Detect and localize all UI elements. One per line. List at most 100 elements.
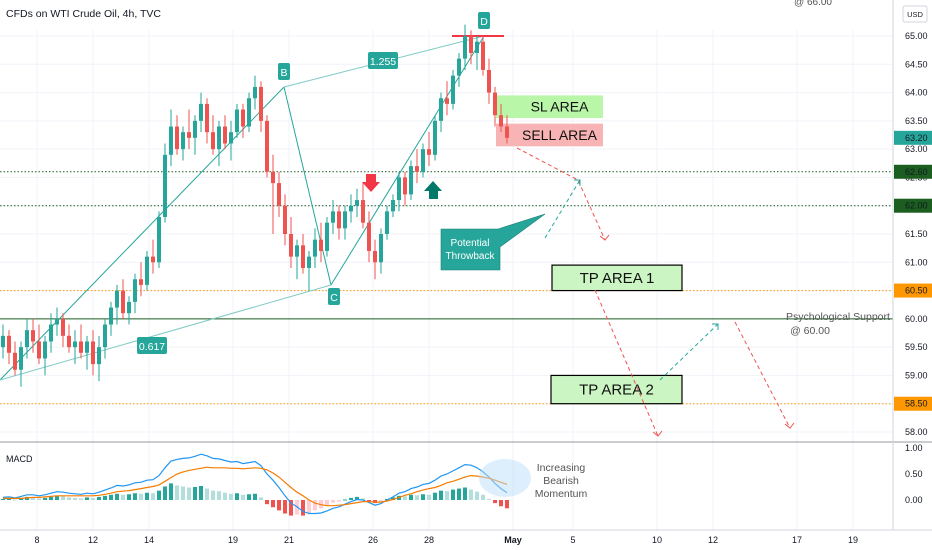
macd-hist-bar: [229, 493, 233, 500]
candle-body: [103, 324, 107, 348]
price-badge-label: 62.60: [905, 167, 928, 177]
throwback-callout: [440, 213, 546, 271]
x-tick-label: 26: [368, 535, 378, 545]
point-label: B: [280, 67, 287, 79]
macd-hist-bar: [475, 491, 479, 500]
macd-hist-bar: [415, 495, 419, 500]
candle-body: [163, 154, 167, 218]
candle-body: [1, 335, 5, 348]
candle-body: [493, 92, 497, 116]
candle-body: [139, 279, 143, 285]
candle-body: [397, 177, 401, 201]
y-tick-label: 64.50: [905, 59, 928, 69]
macd-hist-bar: [337, 500, 341, 502]
candle-body: [55, 318, 59, 325]
macd-hist-bar: [247, 494, 251, 500]
candle-body: [301, 245, 305, 268]
macd-tick-label: 0.50: [905, 469, 923, 479]
price-badge-label: 62.00: [905, 201, 928, 211]
y-tick-label: 60.00: [905, 314, 928, 324]
candle-body: [205, 103, 209, 133]
macd-hist-bar: [157, 490, 161, 500]
arrow-head: [574, 179, 581, 186]
macd-hist-bar: [217, 491, 221, 500]
macd-hist-bar: [193, 487, 197, 500]
macd-hist-bar: [121, 494, 125, 500]
candle-body: [379, 234, 383, 263]
candle-body: [277, 183, 281, 206]
candle-body: [367, 222, 371, 251]
macd-hist-bar: [241, 494, 245, 500]
point-tag: [137, 337, 167, 354]
x-tick-label: 21: [284, 535, 294, 545]
macd-hist-bar: [109, 494, 113, 500]
x-tick-label: 14: [144, 535, 154, 545]
currency-badge[interactable]: [902, 5, 928, 23]
candle-body: [355, 200, 359, 206]
macd-hist-bar: [367, 500, 371, 502]
macd-hist-bar: [481, 494, 485, 500]
candle-body: [349, 205, 353, 212]
macd-hist-bar: [127, 494, 131, 500]
macd-hist-bar: [265, 500, 269, 505]
point-label: 1.255: [370, 56, 396, 68]
candle-body: [85, 341, 89, 353]
support-value: @ 60.00: [790, 325, 830, 337]
macd-hist-bar: [451, 489, 455, 500]
x-tick-label: 10: [652, 535, 662, 545]
macd-hist-bar: [115, 493, 119, 500]
macd-hist-bar: [199, 485, 203, 500]
macd-hist-bar: [103, 495, 107, 500]
buy-arrow-icon: [424, 181, 442, 199]
macd-hist-bar: [499, 500, 503, 507]
macd-hist-bar: [1, 498, 5, 500]
horizontal-levels: [0, 171, 893, 405]
macd-hist-bar: [73, 497, 77, 500]
zone-box: [496, 95, 603, 119]
price-badge: [894, 130, 932, 145]
macd-tick-label: 0.00: [905, 495, 923, 505]
y-tick-label: 61.50: [905, 229, 928, 239]
macd-hist-bar: [487, 498, 491, 500]
zone-box: [551, 264, 683, 292]
x-tick-label: 8: [34, 535, 39, 545]
candle-body: [73, 341, 77, 348]
candle-body: [385, 211, 389, 234]
macd-hist-bar: [277, 500, 281, 511]
y-tick-label: 59.00: [905, 370, 928, 380]
macd-hist-bar: [85, 497, 89, 500]
price-badge: [894, 164, 932, 179]
macd-hist-bar: [253, 493, 257, 500]
candle-body: [505, 126, 509, 138]
candle-body: [127, 301, 131, 314]
point-tag: [328, 288, 340, 305]
candle-body: [415, 166, 419, 172]
candle-body: [445, 98, 449, 104]
point-tag: [478, 12, 490, 29]
candle-body: [115, 290, 119, 308]
macd-hist-bar: [445, 491, 449, 500]
projection-path: [734, 321, 791, 429]
candle-body: [373, 250, 377, 263]
candle-body: [61, 318, 65, 336]
point-label: C: [330, 292, 338, 304]
macd-hist-bar: [493, 500, 497, 504]
y-tick-label: 63.00: [905, 144, 928, 154]
candle-body: [427, 149, 431, 155]
point-tag: [368, 52, 398, 69]
macd-hist-bar: [391, 497, 395, 500]
candle-body: [7, 335, 11, 353]
point-tag: [278, 63, 290, 80]
macd-hist-bar: [379, 500, 383, 502]
candle-body: [499, 115, 503, 127]
macd-hist-bar: [235, 493, 239, 500]
candle-body: [121, 290, 125, 314]
candle-body: [187, 132, 191, 138]
macd-hist-bar: [313, 500, 317, 511]
candle-body: [151, 256, 155, 263]
candle-body: [361, 200, 365, 223]
y-tick-label: 58.00: [905, 427, 928, 437]
